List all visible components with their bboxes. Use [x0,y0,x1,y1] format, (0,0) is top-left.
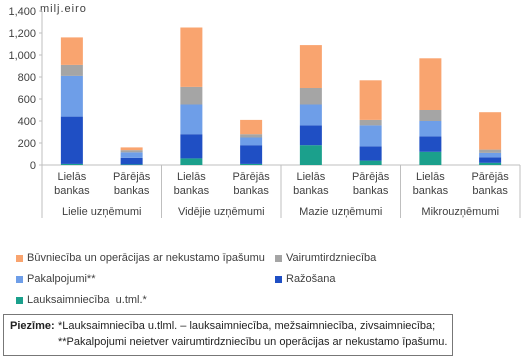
x-tick-label: Pārējās bankas [351,171,390,197]
x-tick-label: Pārējās bankas [232,171,270,197]
legend-swatch [275,254,282,262]
bar-segment [180,134,203,159]
legend-item: Būvniecība un operācijas ar nekustamo īp… [16,252,265,264]
group-label: Lielie uzņēmumi [62,206,142,218]
x-tick-label: Pārējās bankas [471,171,509,197]
bar-segment [180,86,203,105]
bar-segment [359,119,382,126]
legend-label: Būvniecība un operācijas ar nekustamo īp… [27,252,265,264]
bar-segment [479,112,502,150]
plot: milj.eiro 0 200 400 600 800 1,000 1,200 1,400 [8,3,521,218]
bar-segment [299,145,322,165]
note-label: Piezīme: [10,320,55,332]
legend-label: Pakalpojumi** [27,273,96,285]
legend-item: Pakalpojumi** [16,273,95,285]
bar-segment [419,121,442,137]
bar-segment [479,149,502,153]
bar-segment [60,116,83,164]
group-label: Vidējie uzņēmumi [177,206,265,218]
bar-segment [180,27,203,87]
x-tick-label: Lielās bankas [173,171,210,197]
bar-segment [359,80,382,120]
bar-segment [120,164,143,165]
bar-segment [120,157,143,165]
x-tick-label: Lielās bankas [293,171,329,197]
bar-segment [60,37,83,65]
note-line: *Lauksaimniecība u.tlml. – lauksaimniecī… [58,320,436,332]
bar-segment [240,163,263,165]
bar-segment [479,152,502,158]
bar-segment [120,150,143,153]
bar-segment [299,104,322,126]
y-label: milj.eiro [40,3,87,15]
bar-segment [60,64,83,76]
group-label: Mikrouzņēmumi [421,206,500,218]
bar-segment [419,136,442,152]
bar-segment [359,146,382,161]
legend-item: Ražošana [275,273,336,285]
bar-segment [180,104,203,135]
bar-segment [299,88,322,105]
bar-segment [479,157,502,163]
bar-segment [240,134,263,138]
bar-segment [299,45,322,88]
bar-segment [120,147,143,151]
bar-segment [359,160,382,165]
bar-segment [419,151,442,165]
note-line: **Pakalpojumi neietver vairumtirdzniecīb… [58,336,448,348]
x-tick-label: Pārējās bankas [112,171,151,197]
y-tick-label: 800 [18,72,36,84]
legend-swatch [16,254,23,262]
y-tick-label: 400 [18,116,36,128]
x-tick-label: Lielās bankas [54,171,90,197]
legend-item: Vairumtirdzniecība [275,252,376,264]
bar-segment [419,58,442,110]
bar-segment [419,110,442,121]
y-tick-label: 1,400 [8,6,36,18]
bar-segment [240,137,263,146]
bar-segment [299,125,322,146]
bar-segment [60,163,83,165]
y-tick-label: 0 [30,160,36,172]
bar-segment [120,152,143,158]
bar-segment [180,158,203,165]
y-tick-label: 1,200 [8,28,36,40]
bar-segment [479,162,502,165]
y-tick-label: 200 [18,138,36,150]
legend-label: Ražošana [286,273,336,285]
legend-swatch [275,275,282,283]
legend-label: Vairumtirdzniecība [286,252,377,264]
group-label: Mazie uzņēmumi [299,206,383,218]
bar-segment [359,125,382,147]
bar-segment [240,119,263,135]
bar-segment [60,75,83,117]
legend-label: Lauksaimniecība u.tml.* [27,294,147,306]
x-tick-label: Lielās bankas [412,171,449,197]
legend-item: Lauksaimniecība u.tml.* [16,294,147,306]
y-tick-label: 600 [18,94,36,106]
legend-swatch [16,275,23,283]
bar-segment [240,145,263,164]
y-tick-label: 1,000 [8,50,36,62]
note-box: Piezīme: *Lauksaimniecība u.tlml. – lauk… [3,314,453,356]
legend-swatch [16,296,23,304]
